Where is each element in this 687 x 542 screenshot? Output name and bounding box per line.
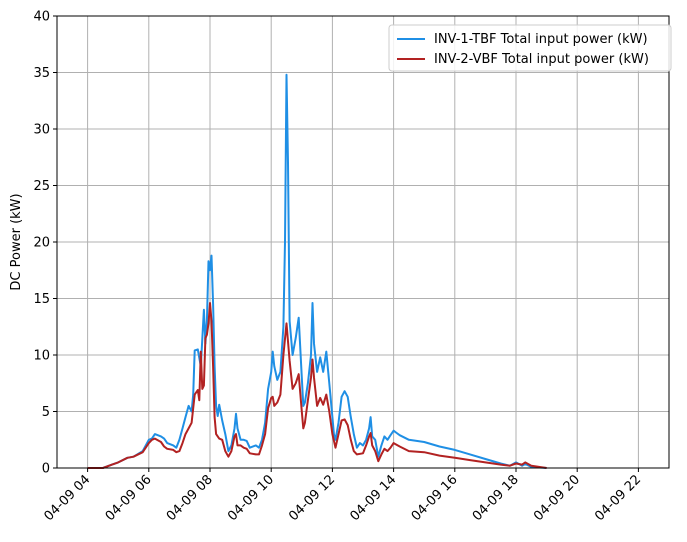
y-tick-label: 0 [42, 462, 50, 477]
y-tick-label: 15 [33, 292, 50, 307]
x-tick-label: 04-09 14 [347, 472, 399, 524]
x-axis: 04-09 04 04-09 06 04-09 08 04-09 10 04-09 12… [41, 468, 644, 524]
grid-lines [57, 15, 669, 469]
y-axis-label: DC Power (kW) [9, 193, 24, 290]
y-tick-label: 20 [33, 236, 50, 251]
series-layer [87, 73, 547, 469]
y-tick-label: 35 [33, 66, 50, 81]
x-tick-label: 04-09 16 [409, 472, 461, 524]
series-line-inv-1 [87, 73, 547, 469]
x-tick-label: 04-09 20 [531, 472, 583, 524]
legend-label-inv-1: INV-1-TBF Total input power (kW) [434, 32, 648, 47]
x-tick-label: 04-09 04 [41, 472, 93, 524]
x-tick-label: 04-09 08 [164, 472, 216, 524]
legend: INV-1-TBF Total input power (kW) INV-2-V… [388, 24, 672, 72]
y-tick-label: 10 [33, 349, 50, 364]
x-tick-label: 04-09 12 [286, 472, 338, 524]
x-tick-label: 04-09 22 [592, 472, 644, 524]
legend-label-inv-2: INV-2-VBF Total input power (kW) [434, 52, 649, 67]
y-tick-label: 30 [33, 123, 50, 138]
y-tick-label: 40 [33, 10, 50, 25]
x-tick-label: 04-09 10 [225, 472, 277, 524]
y-axis: 0 5 10 15 20 25 30 35 40 [33, 10, 57, 477]
series-line-inv-2 [87, 302, 547, 469]
y-tick-label: 5 [42, 405, 50, 420]
y-tick-label: 25 [33, 179, 50, 194]
x-tick-label: 04-09 18 [470, 472, 522, 524]
legend-box [388, 24, 672, 72]
x-tick-label: 04-09 06 [103, 472, 155, 524]
